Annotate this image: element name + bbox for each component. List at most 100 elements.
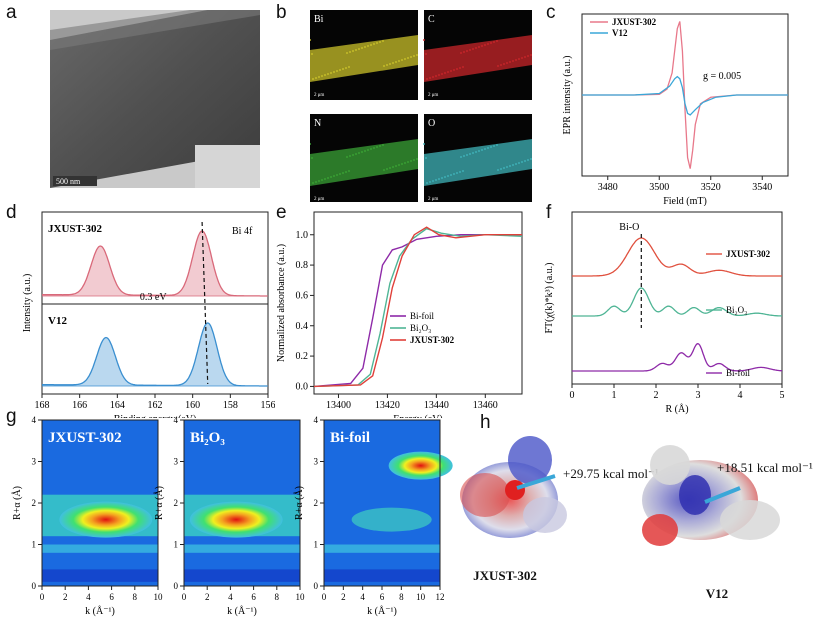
eds-dot bbox=[435, 179, 437, 181]
eds-dot bbox=[447, 175, 449, 177]
x-tick-label: 6 bbox=[251, 592, 256, 602]
x-tick-label: 5 bbox=[780, 390, 785, 401]
eds-dot bbox=[327, 177, 329, 179]
x-tick-label: 156 bbox=[261, 400, 276, 411]
x-tick-label: 4 bbox=[86, 592, 91, 602]
eds-dot bbox=[361, 151, 363, 153]
tem-scale-bar: 500 nm bbox=[56, 177, 81, 186]
plot-frame bbox=[571, 211, 783, 385]
eds-dot bbox=[367, 149, 369, 151]
panel-label-d: d bbox=[6, 202, 17, 223]
eds-dot bbox=[426, 78, 428, 80]
eds-dot bbox=[475, 47, 477, 49]
eds-dot bbox=[460, 52, 462, 54]
eds-dot bbox=[462, 170, 464, 172]
eds-element-label: N bbox=[314, 118, 321, 129]
eds-dot bbox=[367, 45, 369, 47]
x-axis-label: Field (mT) bbox=[663, 196, 707, 206]
eds-dot bbox=[376, 42, 378, 44]
x-axis-label: Binding energy (eV) bbox=[114, 414, 197, 418]
y-axis-label: EPR intensity (a.u.) bbox=[562, 56, 573, 135]
series-line-v12 bbox=[42, 322, 268, 387]
eds-dot bbox=[311, 53, 313, 55]
eds-dot bbox=[503, 63, 505, 65]
eds-dot bbox=[484, 148, 486, 150]
eds-dot bbox=[462, 66, 464, 68]
y-tick-label: 1 bbox=[32, 540, 37, 550]
eds-dot bbox=[355, 49, 357, 51]
eds-dot bbox=[481, 45, 483, 47]
x-axis-label: k (Å⁻¹) bbox=[227, 605, 257, 617]
eds-dot bbox=[410, 160, 412, 162]
series-line bbox=[572, 287, 782, 317]
eds-dot bbox=[386, 168, 388, 170]
series-line bbox=[572, 237, 782, 277]
eds-dot bbox=[401, 59, 403, 61]
eds-dot bbox=[348, 66, 350, 68]
eds-dot bbox=[438, 178, 440, 180]
eds-dot bbox=[333, 71, 335, 73]
x-tick-label: 3500 bbox=[649, 182, 669, 193]
eds-dot bbox=[466, 154, 468, 156]
eds-dot bbox=[466, 50, 468, 52]
eds-dot bbox=[392, 166, 394, 168]
x-tick-label: 166 bbox=[72, 400, 87, 411]
eds-dot bbox=[453, 173, 455, 175]
x-tick-label: 8 bbox=[399, 592, 404, 602]
eds-maps: Bi 2 μm C 2 μm N 2 μm O 2 μm bbox=[309, 10, 538, 204]
molecule-v12 bbox=[642, 445, 780, 546]
y-axis-label: R+α (Å) bbox=[153, 486, 165, 520]
eds-dot bbox=[484, 44, 486, 46]
eds-dot bbox=[450, 174, 452, 176]
eds-dot bbox=[383, 65, 385, 67]
x-tick-label: 2 bbox=[63, 592, 68, 602]
eds-element-label: O bbox=[428, 118, 435, 129]
eds-scale-label: 2 μm bbox=[314, 197, 324, 202]
eds-dot bbox=[490, 42, 492, 44]
eds-dot bbox=[407, 161, 409, 163]
energy-label-v12: +18.51 kcal mol⁻¹ bbox=[717, 460, 813, 475]
y-tick-label: 3 bbox=[314, 457, 319, 467]
eds-dot bbox=[321, 179, 323, 181]
y-tick-label: 4 bbox=[314, 415, 319, 425]
x-axis-label: k (Å⁻¹) bbox=[85, 605, 115, 617]
x-tick-label: 6 bbox=[109, 592, 114, 602]
eds-dot bbox=[435, 75, 437, 77]
panel-label-g: g bbox=[6, 406, 17, 427]
y-axis-label: R+α (Å) bbox=[293, 486, 305, 520]
eds-dot bbox=[425, 53, 427, 55]
y-tick-label: 4 bbox=[174, 415, 179, 425]
eds-dot bbox=[358, 48, 360, 50]
eds-dot bbox=[515, 163, 517, 165]
x-axis-label: R (Å) bbox=[665, 403, 688, 415]
heatmap-hotspot bbox=[59, 501, 153, 538]
eds-dot bbox=[459, 171, 461, 173]
eds-dot bbox=[398, 164, 400, 166]
eds-dot bbox=[379, 145, 381, 147]
eds-dot bbox=[496, 144, 498, 146]
panel-label-c: c bbox=[546, 2, 556, 23]
y-tick-label: 2 bbox=[314, 498, 319, 508]
eds-dot bbox=[330, 72, 332, 74]
eds-dot bbox=[512, 60, 514, 62]
heatmap-title: Bi-foil bbox=[330, 430, 370, 446]
eds-dot bbox=[395, 165, 397, 167]
legend-label: Bi-foil bbox=[410, 311, 434, 321]
x-tick-label: 4 bbox=[360, 592, 365, 602]
eds-dot bbox=[527, 55, 529, 57]
arrow-icon bbox=[704, 486, 741, 504]
molecule-panel: +29.75 kcal mol⁻¹ JXUST-302 +18.51 kcal … bbox=[460, 436, 813, 601]
eds-dot bbox=[345, 67, 347, 69]
x-tick-label: 0 bbox=[322, 592, 327, 602]
molecule-name-v12: V12 bbox=[706, 586, 728, 601]
eds-element-label: C bbox=[428, 14, 435, 25]
eds-dot bbox=[416, 54, 418, 56]
heatmap-background bbox=[324, 420, 440, 586]
arrow-icon bbox=[516, 474, 556, 490]
eds-dot bbox=[441, 73, 443, 75]
eds-dot bbox=[318, 76, 320, 78]
x-tick-label: 164 bbox=[110, 400, 125, 411]
x-tick-label: 3520 bbox=[701, 182, 721, 193]
eds-dot bbox=[342, 172, 344, 174]
series-line bbox=[313, 227, 523, 388]
